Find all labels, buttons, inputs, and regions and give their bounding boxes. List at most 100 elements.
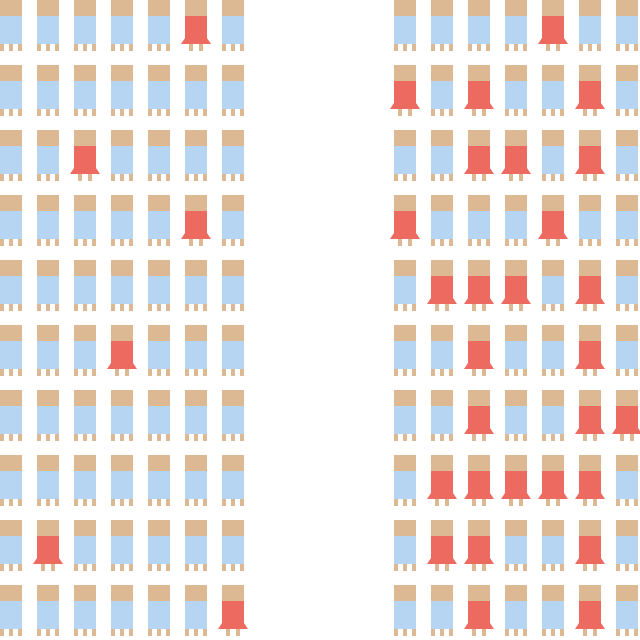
figure-left-foot xyxy=(616,564,620,571)
figure-head xyxy=(505,455,527,471)
person-figure-highlighted xyxy=(464,260,494,311)
figure-head xyxy=(579,455,601,471)
figure-body xyxy=(394,536,416,564)
figure-head xyxy=(222,585,244,601)
figure-head xyxy=(111,130,133,146)
figure-right-foot xyxy=(199,44,203,51)
figure-left-foot xyxy=(509,499,513,506)
figure-body xyxy=(74,211,96,239)
figure-head xyxy=(431,325,453,341)
person-figure xyxy=(74,195,96,246)
figure-body xyxy=(616,211,638,239)
figure-head xyxy=(148,390,170,406)
figure-dress xyxy=(181,16,211,44)
person-figure xyxy=(111,65,133,116)
figure-left-foot xyxy=(431,434,435,441)
person-figure-highlighted xyxy=(501,455,531,506)
person-figure xyxy=(0,195,22,246)
figure-dress xyxy=(464,536,494,564)
figure-dress xyxy=(501,146,531,174)
figure-right-foot xyxy=(88,174,92,181)
figure-left-foot xyxy=(431,239,435,246)
figure-body xyxy=(185,536,207,564)
figure-middle-foot xyxy=(83,239,87,246)
figure-right-foot xyxy=(92,434,96,441)
figure-middle-foot xyxy=(231,499,235,506)
person-figure xyxy=(431,130,453,181)
figure-head xyxy=(0,195,22,211)
figure-right-foot xyxy=(125,369,129,376)
person-figure xyxy=(222,260,244,311)
figure-right-foot xyxy=(482,629,486,636)
figure-middle-foot xyxy=(551,304,555,311)
figure-middle-foot xyxy=(403,564,407,571)
figure-left-foot xyxy=(616,109,620,116)
figure-body xyxy=(74,276,96,304)
figure-dress xyxy=(575,406,605,434)
figure-middle-foot xyxy=(9,629,13,636)
figure-left-foot xyxy=(111,304,115,311)
figure-right-foot xyxy=(482,564,486,571)
figure-right-foot xyxy=(593,174,597,181)
figure-head xyxy=(505,520,527,536)
figure-right-foot xyxy=(634,499,638,506)
figure-head xyxy=(505,0,527,16)
person-figure-highlighted xyxy=(464,520,494,571)
figure-head xyxy=(394,520,416,536)
figure-body xyxy=(0,601,22,629)
figure-left-foot xyxy=(398,239,402,246)
figure-left-foot xyxy=(222,44,226,51)
figure-middle-foot xyxy=(231,109,235,116)
figure-right-foot xyxy=(240,564,244,571)
figure-right-foot xyxy=(18,174,22,181)
figure-left-foot xyxy=(115,369,119,376)
figure-right-foot xyxy=(482,499,486,506)
figure-middle-foot xyxy=(83,304,87,311)
left-panel xyxy=(0,0,248,636)
figure-middle-foot xyxy=(9,44,13,51)
figure-left-foot xyxy=(111,499,115,506)
figure-right-foot xyxy=(634,174,638,181)
figure-body xyxy=(394,276,416,304)
figure-head xyxy=(468,585,490,601)
person-figure xyxy=(616,325,638,376)
figure-left-foot xyxy=(435,499,439,506)
figure-left-foot xyxy=(37,239,41,246)
figure-head xyxy=(579,0,601,16)
figure-left-foot xyxy=(37,434,41,441)
figure-middle-foot xyxy=(625,44,629,51)
figure-middle-foot xyxy=(194,109,198,116)
figure-middle-foot xyxy=(403,174,407,181)
figure-left-foot xyxy=(546,239,550,246)
figure-head xyxy=(616,455,638,471)
figure-right-foot xyxy=(556,499,560,506)
figure-middle-foot xyxy=(9,304,13,311)
figure-middle-foot xyxy=(477,239,481,246)
person-figure xyxy=(394,325,416,376)
figure-body xyxy=(185,81,207,109)
figure-dress xyxy=(575,601,605,629)
figure-left-foot xyxy=(0,44,4,51)
figure-right-foot xyxy=(166,369,170,376)
figure-right-foot xyxy=(560,434,564,441)
figure-dress xyxy=(575,341,605,369)
figure-left-foot xyxy=(185,629,189,636)
figure-left-foot xyxy=(74,109,78,116)
figure-middle-foot xyxy=(120,239,124,246)
figure-head xyxy=(74,130,96,146)
person-figure xyxy=(542,585,564,636)
person-figure xyxy=(542,390,564,441)
figure-right-foot xyxy=(449,629,453,636)
figure-right-foot xyxy=(203,369,207,376)
figure-body xyxy=(74,536,96,564)
person-figure xyxy=(111,585,133,636)
figure-head xyxy=(616,325,638,341)
figure-right-foot xyxy=(449,44,453,51)
figure-left-foot xyxy=(148,629,152,636)
figure-head xyxy=(222,195,244,211)
figure-head xyxy=(394,130,416,146)
figure-dress xyxy=(390,211,420,239)
figure-head xyxy=(394,0,416,16)
figure-left-foot xyxy=(583,304,587,311)
figure-head xyxy=(505,585,527,601)
